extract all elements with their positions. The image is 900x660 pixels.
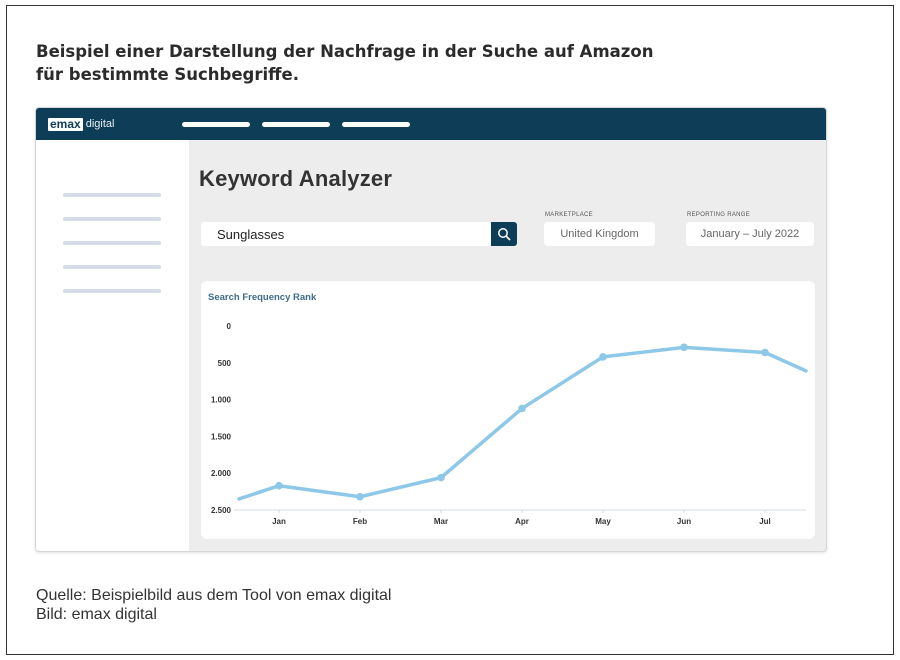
x-tick-label: Jan [272,517,286,526]
search-button[interactable] [491,222,517,246]
y-tick-label: 2.500 [211,506,232,515]
x-tick-label: Apr [515,517,529,526]
data-point [275,481,283,490]
nav-item-3[interactable] [342,122,410,127]
x-tick-label: Feb [353,517,367,526]
sidebar [36,140,189,551]
search-input-value: Sunglasses [217,227,285,242]
sidebar-item-5[interactable] [63,289,161,293]
marketplace-select[interactable]: United Kingdom [544,222,655,246]
data-point [356,492,364,501]
top-navigation-bar: emax digital [36,108,826,140]
sidebar-item-2[interactable] [63,217,161,221]
nav-item-1[interactable] [182,122,250,127]
logo-box: emax [48,116,83,131]
data-point [680,343,688,352]
source-caption: Quelle: Beispielbild aus dem Tool von em… [36,586,391,624]
data-point [437,473,445,482]
figure-caption: Beispiel einer Darstellung der Nachfrage… [36,40,736,86]
series-line [237,345,808,501]
x-tick-label: Jul [759,517,771,526]
search-frequency-chart: 0 500 1.000 1.500 2.000 2.500 Jan Feb Mar Apr May J… [211,322,808,526]
reporting-range-value: January – July 2022 [700,228,800,240]
sidebar-item-4[interactable] [63,265,161,269]
marketplace-value: United Kingdom [560,228,639,240]
y-tick-label: 500 [218,359,232,368]
sidebar-item-3[interactable] [63,241,161,245]
caption-line-1: Beispiel einer Darstellung der Nachfrage… [36,42,654,61]
data-point [518,404,526,413]
chart-title: Search Frequency Rank [208,292,317,303]
page-title: Keyword Analyzer [199,166,393,191]
emax-digital-logo[interactable]: emax digital [48,116,114,132]
x-tick-label: Mar [434,517,448,526]
y-tick-label: 0 [227,322,232,331]
source-line-2: Bild: emax digital [36,606,157,623]
sidebar-item-1[interactable] [63,193,161,197]
x-tick-label: May [595,517,611,526]
search-icon [498,228,511,241]
y-tick-label: 1.500 [211,432,232,441]
logo-text: digital [85,118,115,130]
y-tick-label: 1.000 [211,396,232,405]
reporting-range-select[interactable]: January – July 2022 [686,222,814,246]
reporting-range-label: REPORTING RANGE [687,212,751,218]
app-window: emax digital Keyword Analyzer Sunglasses… [35,107,827,552]
y-tick-label: 2.000 [211,469,232,478]
data-point [599,353,607,361]
nav-item-2[interactable] [262,122,330,127]
chart-card: Search Frequency Rank 0 500 1.000 1.500 2.00… [201,281,815,539]
source-line-1: Quelle: Beispielbild aus dem Tool von em… [36,587,392,604]
x-tick-label: Jun [677,517,691,526]
search-input[interactable]: Sunglasses [201,222,491,246]
caption-line-2: für bestimmte Suchbegriffe. [36,65,299,84]
marketplace-label: MARKETPLACE [545,212,593,218]
data-point [761,348,769,357]
